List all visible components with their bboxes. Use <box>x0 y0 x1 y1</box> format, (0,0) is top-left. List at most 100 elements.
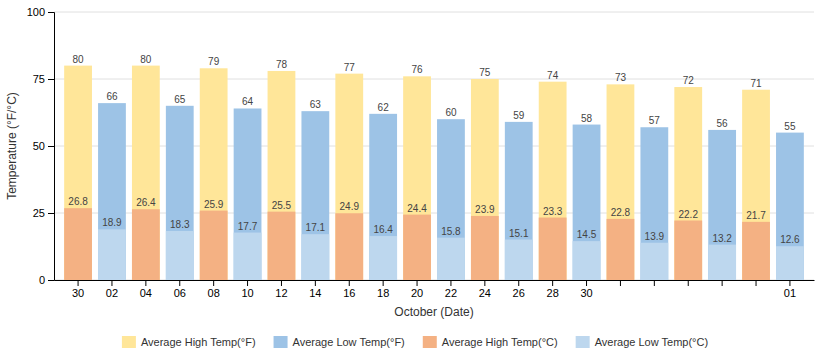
y-tick-mark <box>48 213 54 214</box>
y-tick-label: 50 <box>33 140 45 152</box>
x-tick-mark <box>247 280 248 286</box>
data-label: 64 <box>242 96 254 107</box>
legend-swatch <box>576 336 590 348</box>
data-label: 56 <box>717 118 729 129</box>
x-tick-label: 16 <box>343 287 355 299</box>
y-axis-title: Temperature (°F/°C) <box>5 92 19 200</box>
bar <box>505 122 533 280</box>
bar <box>776 133 804 280</box>
bar <box>742 90 770 280</box>
y-tick: 0 <box>39 274 54 286</box>
data-label: 25.9 <box>204 199 224 210</box>
bar <box>166 231 194 280</box>
legend: Average High Temp(°F) Average Low Temp(°F… <box>122 336 708 348</box>
data-label: 77 <box>344 62 356 73</box>
x-tick: 24 <box>479 280 491 299</box>
data-label: 24.9 <box>340 201 360 212</box>
y-tick-label: 75 <box>33 73 45 85</box>
x-tick: 28 <box>547 280 559 299</box>
data-label: 59 <box>513 110 525 121</box>
x-tick: 30 <box>580 280 592 299</box>
x-tick-mark <box>111 280 112 286</box>
y-tick-mark <box>48 12 54 13</box>
x-tick-label: 20 <box>411 287 423 299</box>
x-tick: 16 <box>343 280 355 299</box>
data-label: 21.7 <box>746 210 766 221</box>
x-tick: 18 <box>377 280 389 299</box>
bar <box>98 103 126 280</box>
x-axis-line <box>55 280 815 281</box>
bar <box>234 233 262 280</box>
data-label: 16.4 <box>373 224 393 235</box>
x-tick: 12 <box>275 280 287 299</box>
bar <box>200 68 228 280</box>
bars <box>64 66 804 280</box>
x-tick-mark <box>586 280 587 286</box>
data-label: 75 <box>479 67 491 78</box>
bar <box>166 106 194 280</box>
x-tick <box>654 280 655 286</box>
bar <box>301 234 329 280</box>
bar <box>335 74 363 280</box>
legend-item: Average Low Temp(°C) <box>576 336 708 348</box>
y-tick: 25 <box>33 207 54 219</box>
x-tick-label: 22 <box>445 287 457 299</box>
bar <box>403 76 431 280</box>
data-label: 74 <box>547 70 559 81</box>
bar <box>640 127 668 280</box>
y-axis-line <box>48 13 55 281</box>
bar <box>708 130 736 280</box>
bar <box>64 208 92 280</box>
bar <box>505 240 533 280</box>
x-tick-mark <box>145 280 146 286</box>
bar <box>234 108 262 280</box>
x-tick-label: 06 <box>174 287 186 299</box>
x-tick-mark <box>722 280 723 286</box>
legend-swatch <box>122 336 136 348</box>
x-tick: 22 <box>445 280 457 299</box>
grid-line <box>54 12 814 13</box>
legend-item: Average High Temp(°F) <box>122 336 256 348</box>
x-tick-mark <box>484 280 485 286</box>
data-label: 13.2 <box>712 233 732 244</box>
y-tick-mark <box>48 280 54 281</box>
series <box>98 103 804 280</box>
x-tick-mark <box>620 280 621 286</box>
plot: 8080797877767574737271666564636260595857… <box>5 6 815 319</box>
data-label: 26.4 <box>136 197 156 208</box>
y-tick-label: 100 <box>27 6 45 18</box>
x-tick-mark <box>518 280 519 286</box>
bar <box>369 236 397 280</box>
bar <box>573 125 601 280</box>
bar <box>403 215 431 280</box>
x-tick-mark <box>179 280 180 286</box>
grid-line <box>54 79 814 80</box>
x-tick: 30 <box>72 280 84 299</box>
x-tick-mark <box>789 280 790 286</box>
bar <box>742 222 770 280</box>
y-tick: 75 <box>33 73 54 85</box>
x-tick-label: 18 <box>377 287 389 299</box>
x-tick-mark <box>78 280 79 286</box>
x-axis: 3002040608101214161820222426283001 <box>55 280 815 299</box>
x-tick-label: 08 <box>208 287 220 299</box>
x-tick-mark <box>688 280 689 286</box>
bar <box>674 221 702 280</box>
data-label: 58 <box>581 113 593 124</box>
data-labels: 8080797877767574737271666564636260595857… <box>68 54 800 246</box>
legend-label: Average High Temp(°F) <box>141 336 256 348</box>
x-tick-label: 24 <box>479 287 491 299</box>
x-tick-mark <box>756 280 757 286</box>
legend-label: Average Low Temp(°C) <box>595 336 708 348</box>
x-tick-label: 30 <box>580 287 592 299</box>
x-tick: 14 <box>309 280 321 299</box>
x-tick-label: 30 <box>72 287 84 299</box>
x-tick <box>688 280 689 286</box>
data-label: 12.6 <box>780 234 800 245</box>
legend-swatch <box>423 336 437 348</box>
bar <box>132 209 160 280</box>
bar <box>64 66 92 280</box>
x-tick-label: 04 <box>140 287 152 299</box>
x-tick-mark <box>417 280 418 286</box>
legend-item: Average Low Temp(°F) <box>274 336 405 348</box>
